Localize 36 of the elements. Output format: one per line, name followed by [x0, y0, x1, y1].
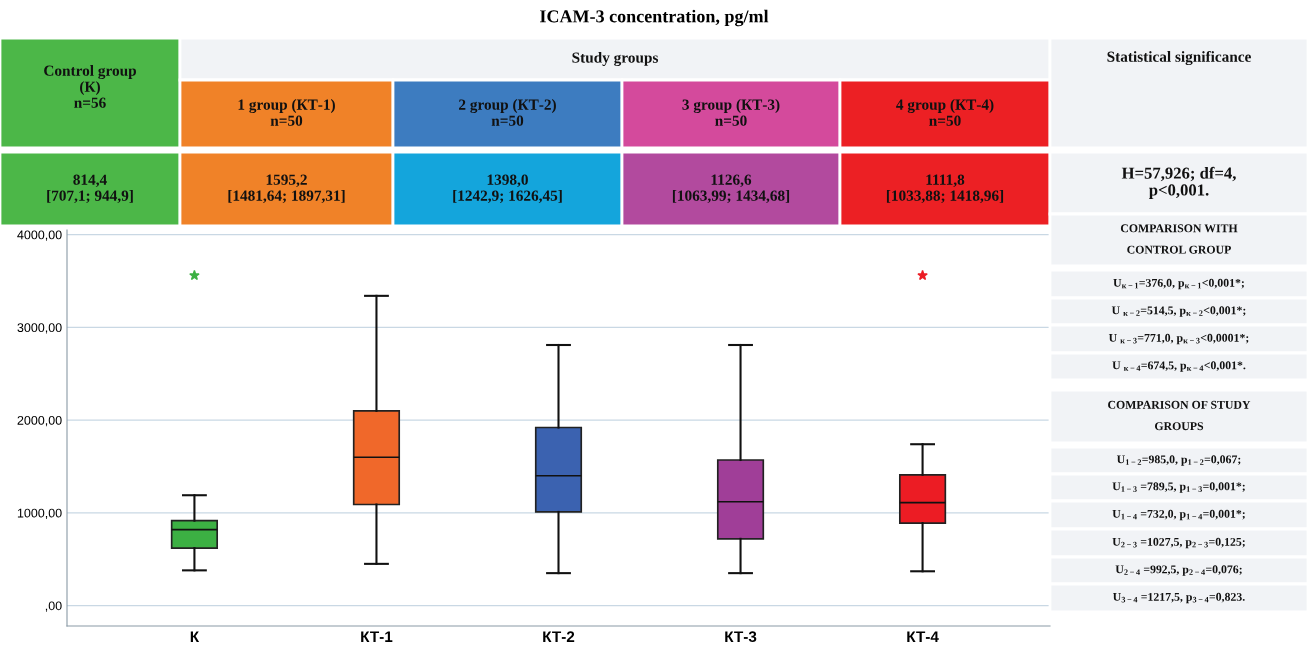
text: U$_{2−3}$ =1027,5, p$_{2−3}$=0,125; [1112, 537, 1245, 549]
x-tick-label: КТ-2 [543, 631, 575, 642]
y-tick-label: ,00 [45, 601, 62, 612]
x-tick-label: КТ-4 [907, 631, 939, 642]
text: U $_{к−4}$=674,5, p$_{к−4}$<0,001*. [1112, 361, 1246, 372]
x-tick-label: КТ-1 [361, 631, 393, 642]
text: COMPARISON OF STUDY GROUPS [1108, 400, 1251, 431]
text: Study groups [572, 52, 659, 66]
text: U$_{1−2}$=985,0, p$_{1−2}$=0,067; [1116, 455, 1241, 466]
text: U $_{к−3}$=771,0, p$_{к−3}$<0,0001*; [1108, 333, 1249, 345]
text: 1111,8 [1033,88; 1418,96] [886, 174, 1004, 204]
y-tick-label: 2000,00 [17, 415, 62, 427]
text: U$_{3−4}$ =1217,5, p$_{3−4}$=0,823. [1113, 592, 1245, 604]
text: 1126,6 [1063,99; 1434,68] [672, 174, 790, 204]
text: COMPARISON WITH CONTROL GROUP [1120, 224, 1238, 254]
text: U $_{к−2}$=514,5, p$_{к−2}$<0,001*; [1111, 306, 1246, 317]
text: 4 group (КТ-4) n=50 [896, 99, 994, 126]
text: 2 group (КТ-2) n=50 [459, 99, 556, 126]
text: 1 group (КТ-1) n=50 [238, 99, 335, 126]
x-tick-label: К [190, 631, 200, 642]
text: U$_{к−1}$=376,0, p$_{к−1}$<0,001*; [1113, 278, 1244, 290]
text: H=57,926; df=4, p<0,001. [1121, 166, 1236, 199]
text: 814,4 [707,1; 944,9] [47, 174, 133, 204]
text: Statistical significance [1107, 50, 1251, 66]
y-tick-label: 1000,00 [17, 508, 62, 519]
text: 1398,0 [1242,9; 1626,45] [453, 174, 562, 204]
text: 3 group (КТ-3) n=50 [682, 99, 780, 126]
text: 1595,2 [1481,64; 1897,31] [228, 174, 345, 204]
chart-title: ICAM-3 concentration, pg/ml [540, 9, 769, 27]
x-tick-label: КТ-3 [725, 631, 757, 643]
y-tick-label: 3000,00 [17, 323, 62, 334]
text: U$_{1−3}$ =789,5, p$_{1−3}$=0,001*; [1112, 482, 1245, 493]
y-tick-label: 4000,00 [17, 230, 62, 241]
text: Control group (К) n=56 [44, 65, 137, 108]
text: U$_{2−4}$ =992,5, p$_{2−4}$=0,076; [1115, 565, 1242, 576]
text: U$_{1−4}$ =732,0, p$_{1−4}$=0,001*; [1112, 509, 1245, 521]
